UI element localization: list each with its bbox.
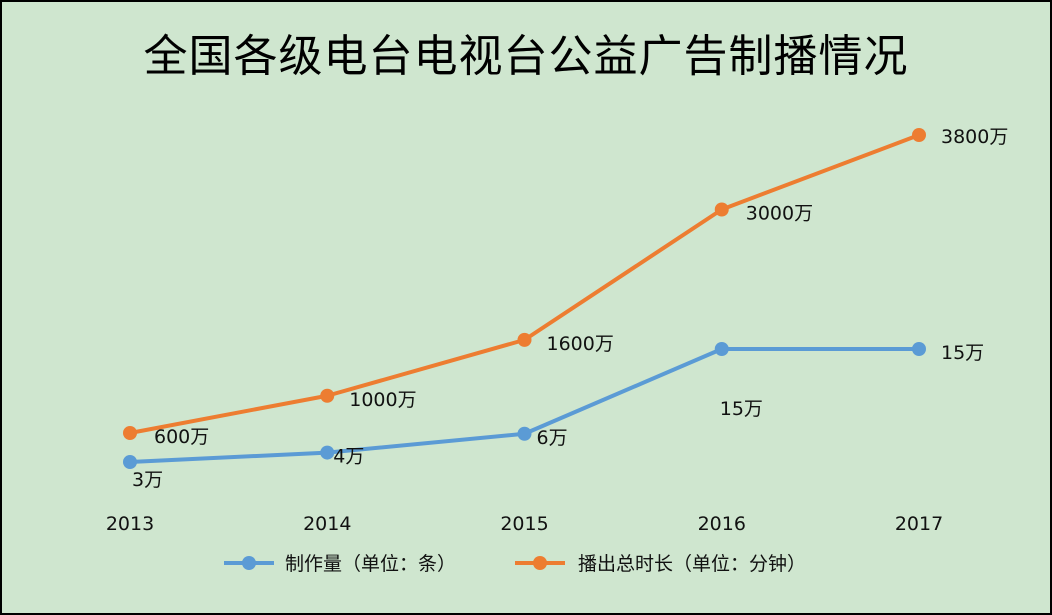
data-point (320, 388, 335, 403)
series-line (128, 133, 921, 435)
data-point (320, 445, 335, 460)
data-label: 600万 (154, 426, 209, 448)
x-tick-label: 2015 (500, 513, 548, 535)
data-label: 15万 (941, 342, 984, 364)
data-label: 3800万 (941, 126, 1008, 148)
x-tick-label: 2017 (895, 513, 943, 535)
data-point (714, 202, 729, 217)
data-point (517, 332, 532, 347)
series-line (128, 347, 921, 464)
data-point (123, 455, 137, 469)
data-label: 1000万 (349, 389, 416, 411)
chart-title: 全国各级电台电视台公益广告制播情况 (143, 31, 909, 82)
x-tick-label: 2016 (698, 513, 746, 535)
data-label: 6万 (537, 427, 568, 449)
legend-label: 制作量（单位：条） (285, 553, 456, 575)
legend-marker (533, 556, 547, 570)
x-tick-label: 2013 (106, 513, 154, 535)
data-point (714, 342, 729, 356)
data-point (123, 426, 137, 440)
legend-label: 播出总时长（单位：分钟） (578, 553, 806, 575)
data-label: 1600万 (547, 333, 614, 355)
legend-marker (242, 556, 256, 570)
x-tick-label: 2014 (303, 513, 351, 535)
data-label: 4万 (333, 446, 364, 468)
data-point (517, 426, 532, 441)
data-point (912, 342, 926, 356)
data-point (912, 128, 926, 142)
data-label: 3000万 (746, 203, 813, 225)
data-label: 3万 (132, 469, 163, 491)
data-label: 15万 (720, 398, 763, 420)
